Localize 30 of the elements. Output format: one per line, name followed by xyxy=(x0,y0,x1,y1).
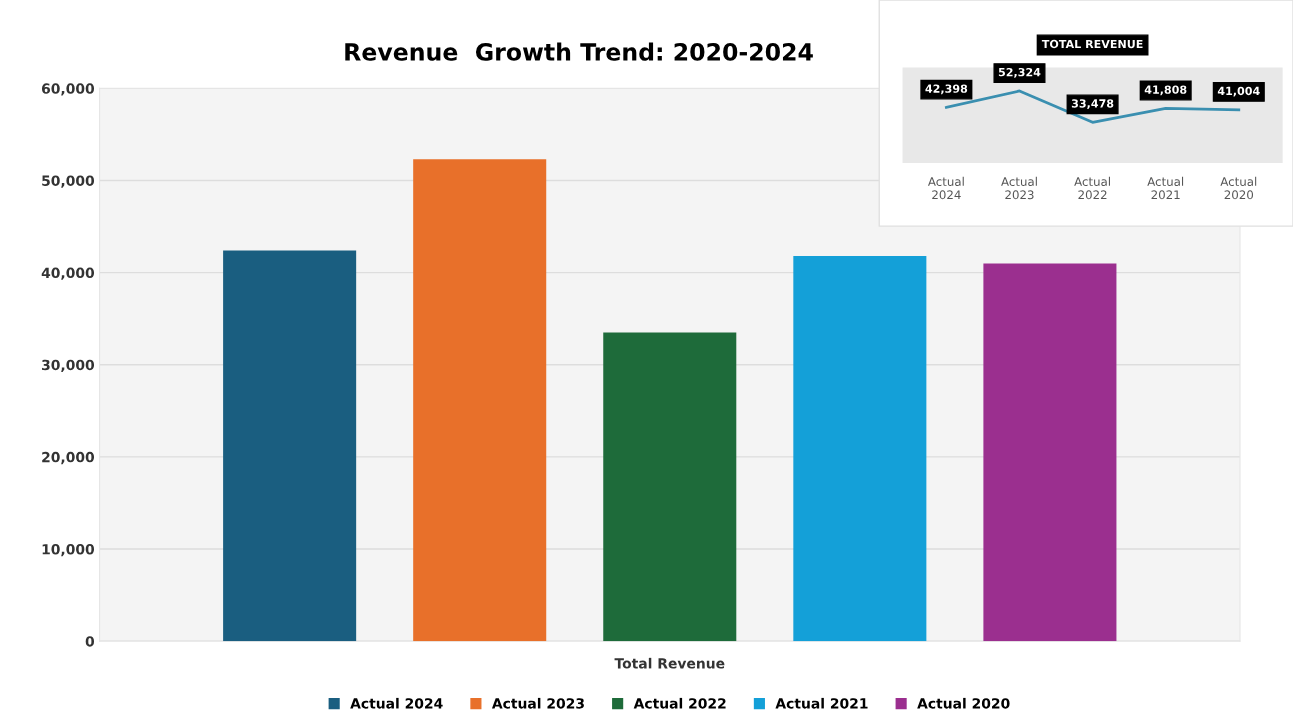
y-tick-label: 50,000 xyxy=(42,175,95,188)
bar xyxy=(223,250,357,642)
y-tick-label: 40,000 xyxy=(41,267,95,280)
legend-label: Actual 2022 xyxy=(633,697,726,709)
x-tick-label: Actual 2022 xyxy=(1074,176,1110,200)
chart-title: Revenue Growth Trend: 2020-2024 xyxy=(345,42,813,61)
bar xyxy=(983,263,1117,642)
legend-label: Actual 2021 xyxy=(775,697,868,709)
x-tick-label: Actual 2020 xyxy=(1220,176,1257,200)
bar xyxy=(793,256,927,642)
bar xyxy=(603,332,737,642)
y-tick-label: 0 xyxy=(85,636,95,647)
x-tick-label: Actual 2021 xyxy=(1147,176,1184,200)
legend-label: Actual 2020 xyxy=(917,697,1010,709)
legend-label: Actual 2023 xyxy=(491,697,584,709)
y-tick-label: 60,000 xyxy=(41,83,95,96)
data-label: 33,478 xyxy=(1071,99,1114,110)
data-label: 42,398 xyxy=(925,84,968,95)
x-tick-label: Actual 2023 xyxy=(1001,176,1037,200)
data-label: 41,004 xyxy=(1217,86,1260,97)
bar xyxy=(413,159,547,642)
y-tick-label: 20,000 xyxy=(42,451,95,465)
chart-title: TOTAL REVENUE xyxy=(1041,39,1143,49)
x-tick-label: Actual 2024 xyxy=(927,176,964,200)
x-tick-label: Total Revenue xyxy=(614,657,725,669)
data-label: 41,808 xyxy=(1144,85,1187,96)
y-tick-label: 10,000 xyxy=(42,544,95,557)
legend-label: Actual 2024 xyxy=(350,697,443,709)
data-label: 52,324 xyxy=(998,67,1041,78)
y-tick-label: 30,000 xyxy=(42,359,95,372)
